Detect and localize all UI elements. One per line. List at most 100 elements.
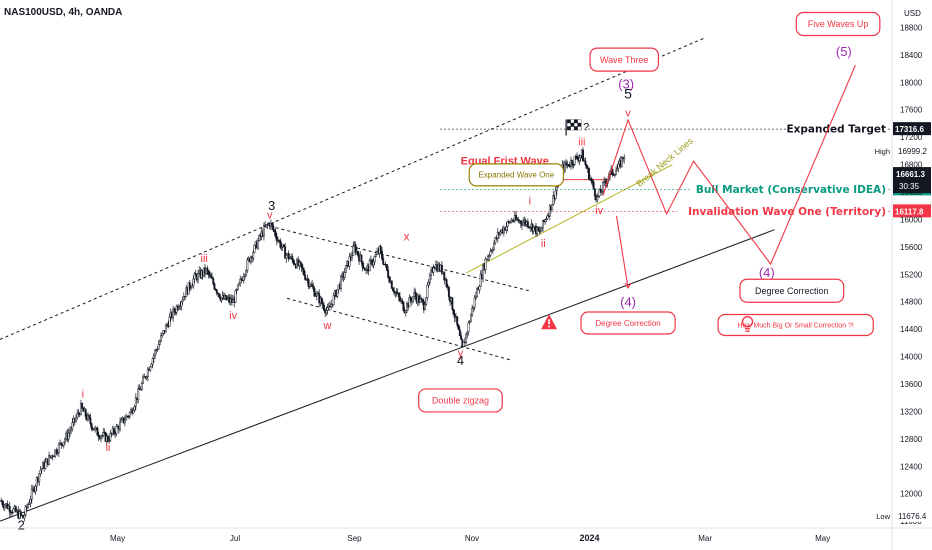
candle-body [265, 224, 268, 227]
price-line-label-bg [677, 203, 888, 218]
candle-body [323, 305, 325, 311]
candle-body [307, 279, 310, 287]
y-tick-label: 15200 [900, 270, 923, 279]
last-price-tag [893, 167, 931, 194]
candle-body [55, 449, 58, 454]
wave-label: v [625, 108, 631, 120]
candle-body [611, 168, 614, 175]
callout-text: Double zigzag [432, 396, 489, 406]
currency-label[interactable]: USD [904, 9, 921, 18]
y-tick-label: 17600 [900, 106, 923, 115]
candle-body [440, 264, 443, 274]
candle-body [428, 275, 431, 283]
candle-body [623, 156, 626, 160]
warning-bar [548, 319, 550, 325]
candle-body [593, 188, 596, 197]
candle-body [479, 274, 482, 287]
candle-body [68, 430, 71, 434]
candle-body [150, 364, 153, 368]
y-tick-label: 18800 [900, 23, 923, 32]
candle-body [596, 196, 599, 201]
candle-body [453, 314, 456, 318]
candle-body [408, 297, 411, 308]
y-axis[interactable]: 1160012000124001280013200136001400014400… [900, 23, 923, 526]
candle-body [29, 499, 32, 504]
candle-body [236, 284, 239, 290]
candle-body [472, 306, 475, 309]
callout-text: Degree Correction [595, 319, 660, 328]
candle-body [301, 267, 304, 271]
callout-box[interactable] [739, 278, 845, 303]
price-lines: Expanded Target 17316.6 Bull Market (Conse… [440, 121, 931, 218]
candle-body [344, 265, 347, 273]
candle-body [597, 195, 600, 198]
candle-body [496, 232, 499, 239]
candle-body [44, 461, 47, 469]
x-tick-label: Nov [465, 534, 479, 543]
callout-box[interactable] [418, 388, 503, 413]
candle-body [235, 289, 238, 291]
candle-body [519, 220, 522, 224]
candle-body [303, 269, 305, 276]
candle-body [604, 180, 607, 183]
candle-body [6, 503, 9, 509]
candle-body [172, 308, 175, 318]
candle-body [97, 435, 100, 438]
callout-box[interactable] [795, 11, 881, 37]
x-axis[interactable]: May Jul Sep Nov 2024 Mar May [110, 533, 830, 543]
candle-body [279, 240, 282, 248]
x-tick-label: Jul [230, 534, 240, 543]
price-tag-bg [893, 508, 931, 522]
candle-body [414, 291, 417, 297]
wave-label: x [404, 230, 410, 244]
price-tag-label: High [875, 147, 890, 156]
candle-body [397, 292, 400, 298]
candle-body [592, 182, 595, 189]
candle-body [493, 242, 496, 250]
candle-body [190, 286, 192, 289]
candle-body [173, 308, 176, 313]
callout-box[interactable] [717, 313, 874, 337]
candle-body [60, 442, 63, 445]
candle-body [421, 299, 424, 302]
trend-line-upper-channel [0, 37, 706, 340]
candle-body [213, 283, 216, 290]
candle-body [600, 191, 603, 193]
candle-body [57, 443, 60, 453]
candle-body [56, 452, 59, 454]
callout-box[interactable] [580, 311, 676, 335]
candle-body [462, 341, 465, 347]
candle-body [311, 284, 314, 287]
candle-body [329, 306, 331, 308]
candle-body [555, 186, 558, 192]
y-tick-label: 12400 [900, 462, 923, 471]
candle-body [545, 218, 548, 220]
candle-body [155, 349, 158, 351]
callout-box[interactable] [589, 47, 660, 72]
candle-body [373, 256, 376, 263]
candle-body [218, 293, 221, 298]
y-tick-label: 14800 [900, 298, 923, 307]
candle-body [181, 299, 184, 302]
candle-body [620, 156, 623, 167]
candle-body [385, 264, 388, 271]
candle-body [320, 297, 323, 304]
wave-label: (4) [759, 265, 775, 280]
y-tick-label: 13600 [900, 380, 923, 389]
candle-body [409, 297, 412, 301]
candle-body [193, 273, 196, 280]
candle-body [515, 214, 517, 220]
callout-box[interactable] [468, 163, 564, 187]
candle-body [399, 296, 401, 301]
candle-body [537, 226, 540, 232]
candle-body [456, 316, 459, 326]
candle-body [84, 408, 87, 417]
wave-label: y [458, 348, 464, 360]
candle-body [447, 287, 450, 298]
bulb-glass [741, 315, 754, 328]
candle-body [506, 221, 509, 227]
flag-cell [566, 122, 571, 127]
candle-body [505, 226, 508, 231]
candle-body [300, 263, 303, 269]
